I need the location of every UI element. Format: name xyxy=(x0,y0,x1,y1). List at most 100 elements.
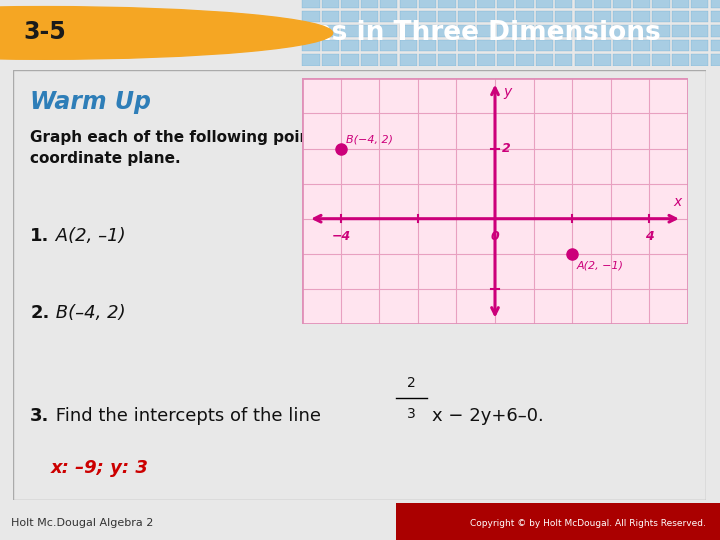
Bar xyxy=(633,54,650,66)
Bar xyxy=(341,11,359,22)
Bar xyxy=(361,0,378,8)
Bar xyxy=(380,39,397,51)
Text: 3: 3 xyxy=(408,407,416,421)
Bar xyxy=(497,54,514,66)
Text: −4: −4 xyxy=(331,230,351,243)
Text: Linear Equations in Three Dimensions: Linear Equations in Three Dimensions xyxy=(97,20,661,46)
Text: x: –9; y: 3: x: –9; y: 3 xyxy=(51,458,149,477)
Bar xyxy=(575,0,592,8)
Text: y: y xyxy=(503,85,512,99)
Bar xyxy=(322,25,339,37)
Bar xyxy=(652,54,670,66)
Text: 3-5: 3-5 xyxy=(23,19,66,44)
Bar xyxy=(361,11,378,22)
Bar xyxy=(419,11,436,22)
Bar xyxy=(536,54,553,66)
Bar xyxy=(536,39,553,51)
Bar xyxy=(652,25,670,37)
Text: 4: 4 xyxy=(644,230,654,243)
Text: Holt Mc.Dougal Algebra 2: Holt Mc.Dougal Algebra 2 xyxy=(11,518,153,529)
Bar xyxy=(711,54,720,66)
Text: 2.: 2. xyxy=(30,304,50,322)
Bar xyxy=(302,54,320,66)
Bar xyxy=(419,39,436,51)
Bar xyxy=(341,54,359,66)
Bar xyxy=(380,25,397,37)
Bar xyxy=(516,11,534,22)
Bar xyxy=(633,11,650,22)
Bar xyxy=(691,39,708,51)
Bar xyxy=(652,39,670,51)
Bar xyxy=(613,25,631,37)
Text: A(2, −1): A(2, −1) xyxy=(577,260,624,270)
Circle shape xyxy=(0,6,333,59)
Bar xyxy=(536,11,553,22)
Bar xyxy=(438,39,456,51)
Bar xyxy=(672,54,689,66)
Bar xyxy=(477,39,495,51)
Bar xyxy=(711,25,720,37)
Bar xyxy=(477,54,495,66)
Bar xyxy=(672,39,689,51)
Bar xyxy=(555,54,572,66)
Text: A(2, –1): A(2, –1) xyxy=(50,227,125,245)
Bar xyxy=(396,503,720,540)
Bar xyxy=(652,0,670,8)
Text: B(−4, 2): B(−4, 2) xyxy=(346,134,392,144)
Bar xyxy=(341,39,359,51)
Bar xyxy=(691,11,708,22)
Bar xyxy=(516,54,534,66)
Bar xyxy=(652,11,670,22)
Bar xyxy=(438,25,456,37)
Bar xyxy=(497,39,514,51)
Bar xyxy=(400,39,417,51)
Text: x − 2y+6–0.: x − 2y+6–0. xyxy=(433,407,544,425)
Text: 2: 2 xyxy=(408,376,416,390)
Text: Copyright © by Holt McDougal. All Rights Reserved.: Copyright © by Holt McDougal. All Rights… xyxy=(469,519,706,528)
Bar xyxy=(400,25,417,37)
Bar xyxy=(477,25,495,37)
Bar xyxy=(419,25,436,37)
Bar xyxy=(613,0,631,8)
Bar xyxy=(322,39,339,51)
Bar xyxy=(555,25,572,37)
Bar xyxy=(497,0,514,8)
Bar xyxy=(594,25,611,37)
Bar xyxy=(711,39,720,51)
Bar xyxy=(613,54,631,66)
Bar xyxy=(672,0,689,8)
Bar xyxy=(400,0,417,8)
Bar xyxy=(302,39,320,51)
Bar xyxy=(516,25,534,37)
Bar xyxy=(575,54,592,66)
Bar xyxy=(594,39,611,51)
Bar xyxy=(691,0,708,8)
Bar xyxy=(497,11,514,22)
Bar xyxy=(477,11,495,22)
Bar xyxy=(380,0,397,8)
Bar xyxy=(555,11,572,22)
Bar xyxy=(458,11,475,22)
Bar xyxy=(575,11,592,22)
Text: 2: 2 xyxy=(502,142,510,155)
Bar xyxy=(458,25,475,37)
Bar xyxy=(594,54,611,66)
Bar xyxy=(691,54,708,66)
Bar xyxy=(711,11,720,22)
Bar xyxy=(438,54,456,66)
Text: B(–4, 2): B(–4, 2) xyxy=(50,304,125,322)
Bar xyxy=(516,39,534,51)
Bar xyxy=(438,0,456,8)
Bar xyxy=(322,54,339,66)
Text: 0: 0 xyxy=(490,230,500,243)
Text: Find the intercepts of the line: Find the intercepts of the line xyxy=(50,407,326,425)
Bar xyxy=(341,25,359,37)
Bar xyxy=(322,0,339,8)
Bar xyxy=(536,25,553,37)
Text: 1.: 1. xyxy=(30,227,50,245)
Bar xyxy=(302,11,320,22)
Bar xyxy=(477,0,495,8)
Bar xyxy=(380,11,397,22)
Bar xyxy=(613,39,631,51)
Text: Warm Up: Warm Up xyxy=(30,90,151,113)
